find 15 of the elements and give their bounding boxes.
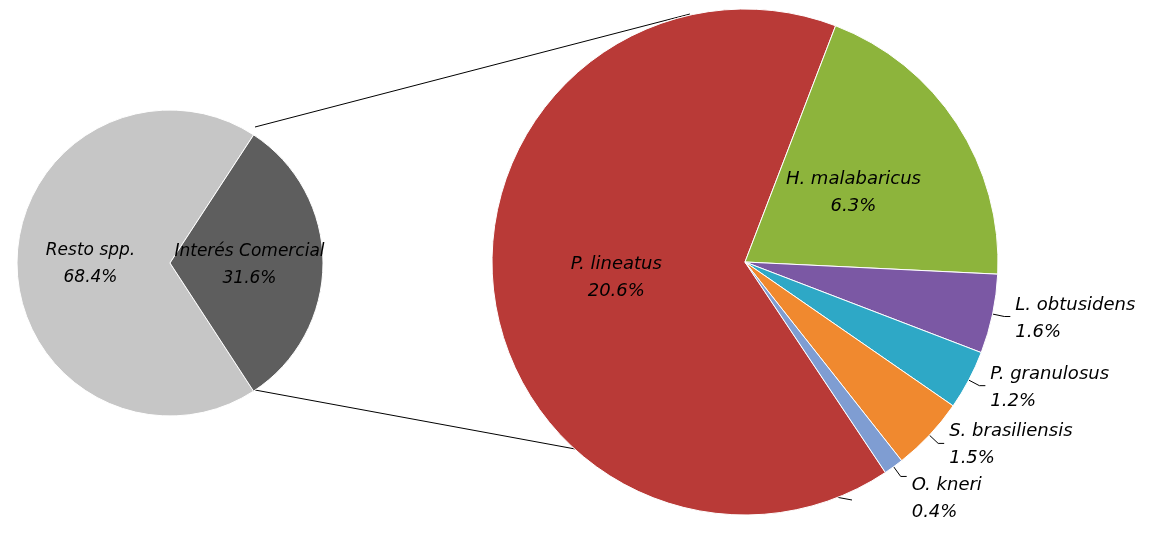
slice-label: P. granulosus bbox=[990, 361, 1110, 383]
slice-label: L. obtusidens bbox=[1015, 292, 1136, 314]
slice-label: P. lineatus bbox=[570, 252, 662, 274]
data-label: 20.6% bbox=[587, 279, 645, 301]
data-label: 1.6% bbox=[1015, 319, 1062, 341]
slice-label: S. brasiliensis bbox=[949, 419, 1073, 441]
data-label: 6.3% bbox=[830, 194, 877, 216]
data-label: 31.6% bbox=[222, 266, 277, 287]
slice-label: H. malabaricus bbox=[785, 167, 922, 189]
data-label: 1.5% bbox=[949, 446, 995, 468]
data-label: 1.2% bbox=[990, 388, 1037, 410]
slice-label: Resto spp. bbox=[45, 239, 136, 260]
data-label: 68.4% bbox=[63, 266, 118, 287]
data-label: 0.4% bbox=[911, 500, 958, 522]
slice-label: O. kneri bbox=[911, 473, 982, 495]
